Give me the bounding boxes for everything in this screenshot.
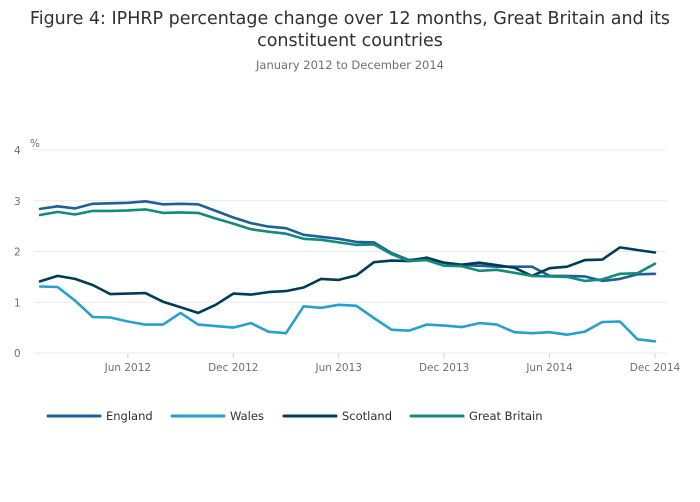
- legend-label-england: England: [106, 409, 153, 423]
- series-line-scotland: [38, 246, 657, 315]
- y-tick-label: 1: [14, 297, 21, 309]
- x-tick-label: Dec 2012: [208, 362, 258, 374]
- y-axis-unit-label: %: [30, 138, 40, 150]
- legend-label-scotland: Scotland: [342, 409, 392, 423]
- legend-label-wales: Wales: [230, 409, 264, 423]
- legend-label-great-britain: Great Britain: [469, 409, 543, 423]
- x-tick-label: Dec 2013: [419, 362, 469, 374]
- x-tick-label: Jun 2014: [525, 362, 573, 374]
- x-tick-label: Jun 2012: [104, 362, 151, 374]
- axes: 0 1 2 3 4% Jun 2012 Dec 2012 Jun 2013 Dec 2013 Ju…: [14, 138, 681, 374]
- chart-title: Figure 4: IPHRP percentage change over 1…: [29, 9, 671, 51]
- series-line-great-britain: [38, 208, 657, 283]
- y-tick-label: 0: [14, 348, 21, 360]
- legend: England Wales Scotland Great Britain: [46, 409, 543, 423]
- y-tick-label: 4: [14, 145, 21, 157]
- gridlines: [34, 149, 666, 354]
- series-line-wales: [38, 285, 657, 343]
- x-tick-label: Dec 2014: [630, 362, 681, 374]
- y-tick-label: 3: [14, 196, 21, 208]
- y-tick-label: 2: [14, 247, 21, 259]
- series-line-england: [38, 200, 657, 283]
- chart-subtitle: January 2012 to December 2014: [256, 58, 444, 72]
- series-lines: [38, 200, 657, 343]
- x-tick-label: Jun 2013: [314, 362, 361, 374]
